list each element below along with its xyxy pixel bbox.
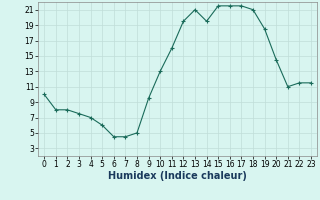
X-axis label: Humidex (Indice chaleur): Humidex (Indice chaleur) bbox=[108, 171, 247, 181]
